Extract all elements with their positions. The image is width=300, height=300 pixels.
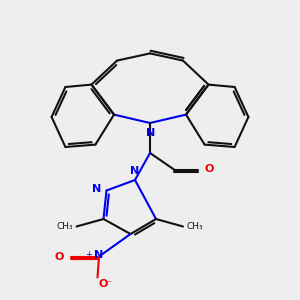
Text: N: N (94, 250, 103, 260)
Text: N: N (146, 128, 155, 138)
Text: N: N (92, 184, 101, 194)
Text: +: + (85, 250, 92, 259)
Text: ⁻: ⁻ (106, 279, 111, 289)
Text: O: O (98, 279, 107, 289)
Text: O: O (205, 164, 214, 174)
Text: O: O (55, 251, 64, 262)
Text: CH₃: CH₃ (56, 222, 73, 231)
Text: N: N (130, 166, 139, 176)
Text: CH₃: CH₃ (187, 222, 203, 231)
